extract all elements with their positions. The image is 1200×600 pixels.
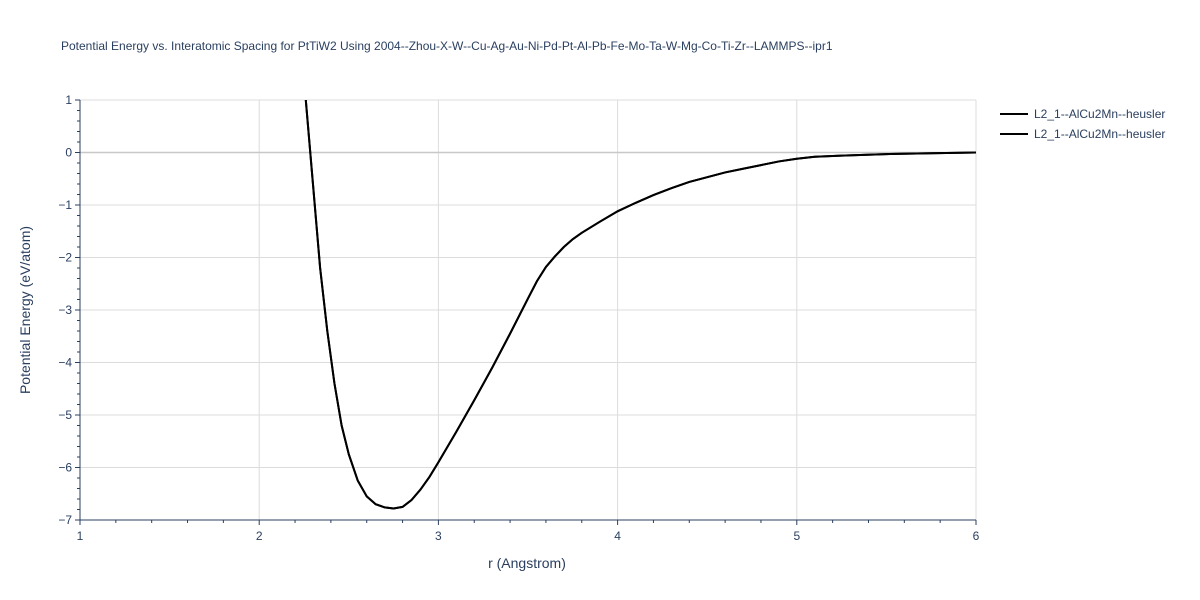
- legend[interactable]: L2_1--AlCu2Mn--heusler L2_1--AlCu2Mn--heu…: [1000, 107, 1165, 141]
- x-tick-label: 4: [614, 529, 621, 543]
- y-tick-label: −2: [58, 251, 72, 265]
- y-tick-label: −5: [58, 408, 72, 422]
- y-tick-label: −4: [58, 356, 72, 370]
- y-tick-label: 0: [65, 146, 72, 160]
- legend-label: L2_1--AlCu2Mn--heusler: [1034, 127, 1165, 141]
- y-tick-label: −7: [58, 513, 72, 527]
- x-tick-label: 1: [77, 529, 84, 543]
- x-tick-label: 5: [793, 529, 800, 543]
- legend-item-2[interactable]: L2_1--AlCu2Mn--heusler: [1000, 127, 1165, 141]
- x-tick-label: 3: [435, 529, 442, 543]
- axes: 1 2 3 4 5 6 1 0 −1 −2 −3 −4 −5 −6 −7: [58, 93, 979, 543]
- grid: [80, 99, 977, 520]
- y-tick-label: −3: [58, 303, 72, 317]
- legend-label: L2_1--AlCu2Mn--heusler: [1034, 107, 1165, 121]
- y-tick-label: −6: [58, 461, 72, 475]
- y-axis-title: Potential Energy (eV/atom): [17, 226, 33, 394]
- y-tick-label: 1: [65, 93, 72, 107]
- x-tick-label: 2: [256, 529, 263, 543]
- plot-area: [304, 100, 976, 510]
- x-tick-label: 6: [973, 529, 980, 543]
- series-line-2: [304, 100, 976, 510]
- series-line-1: [304, 100, 976, 510]
- legend-item-1[interactable]: L2_1--AlCu2Mn--heusler: [1000, 107, 1165, 121]
- chart-title: Potential Energy vs. Interatomic Spacing…: [61, 39, 833, 53]
- x-axis-title: r (Angstrom): [488, 555, 566, 571]
- y-tick-label: −1: [58, 198, 72, 212]
